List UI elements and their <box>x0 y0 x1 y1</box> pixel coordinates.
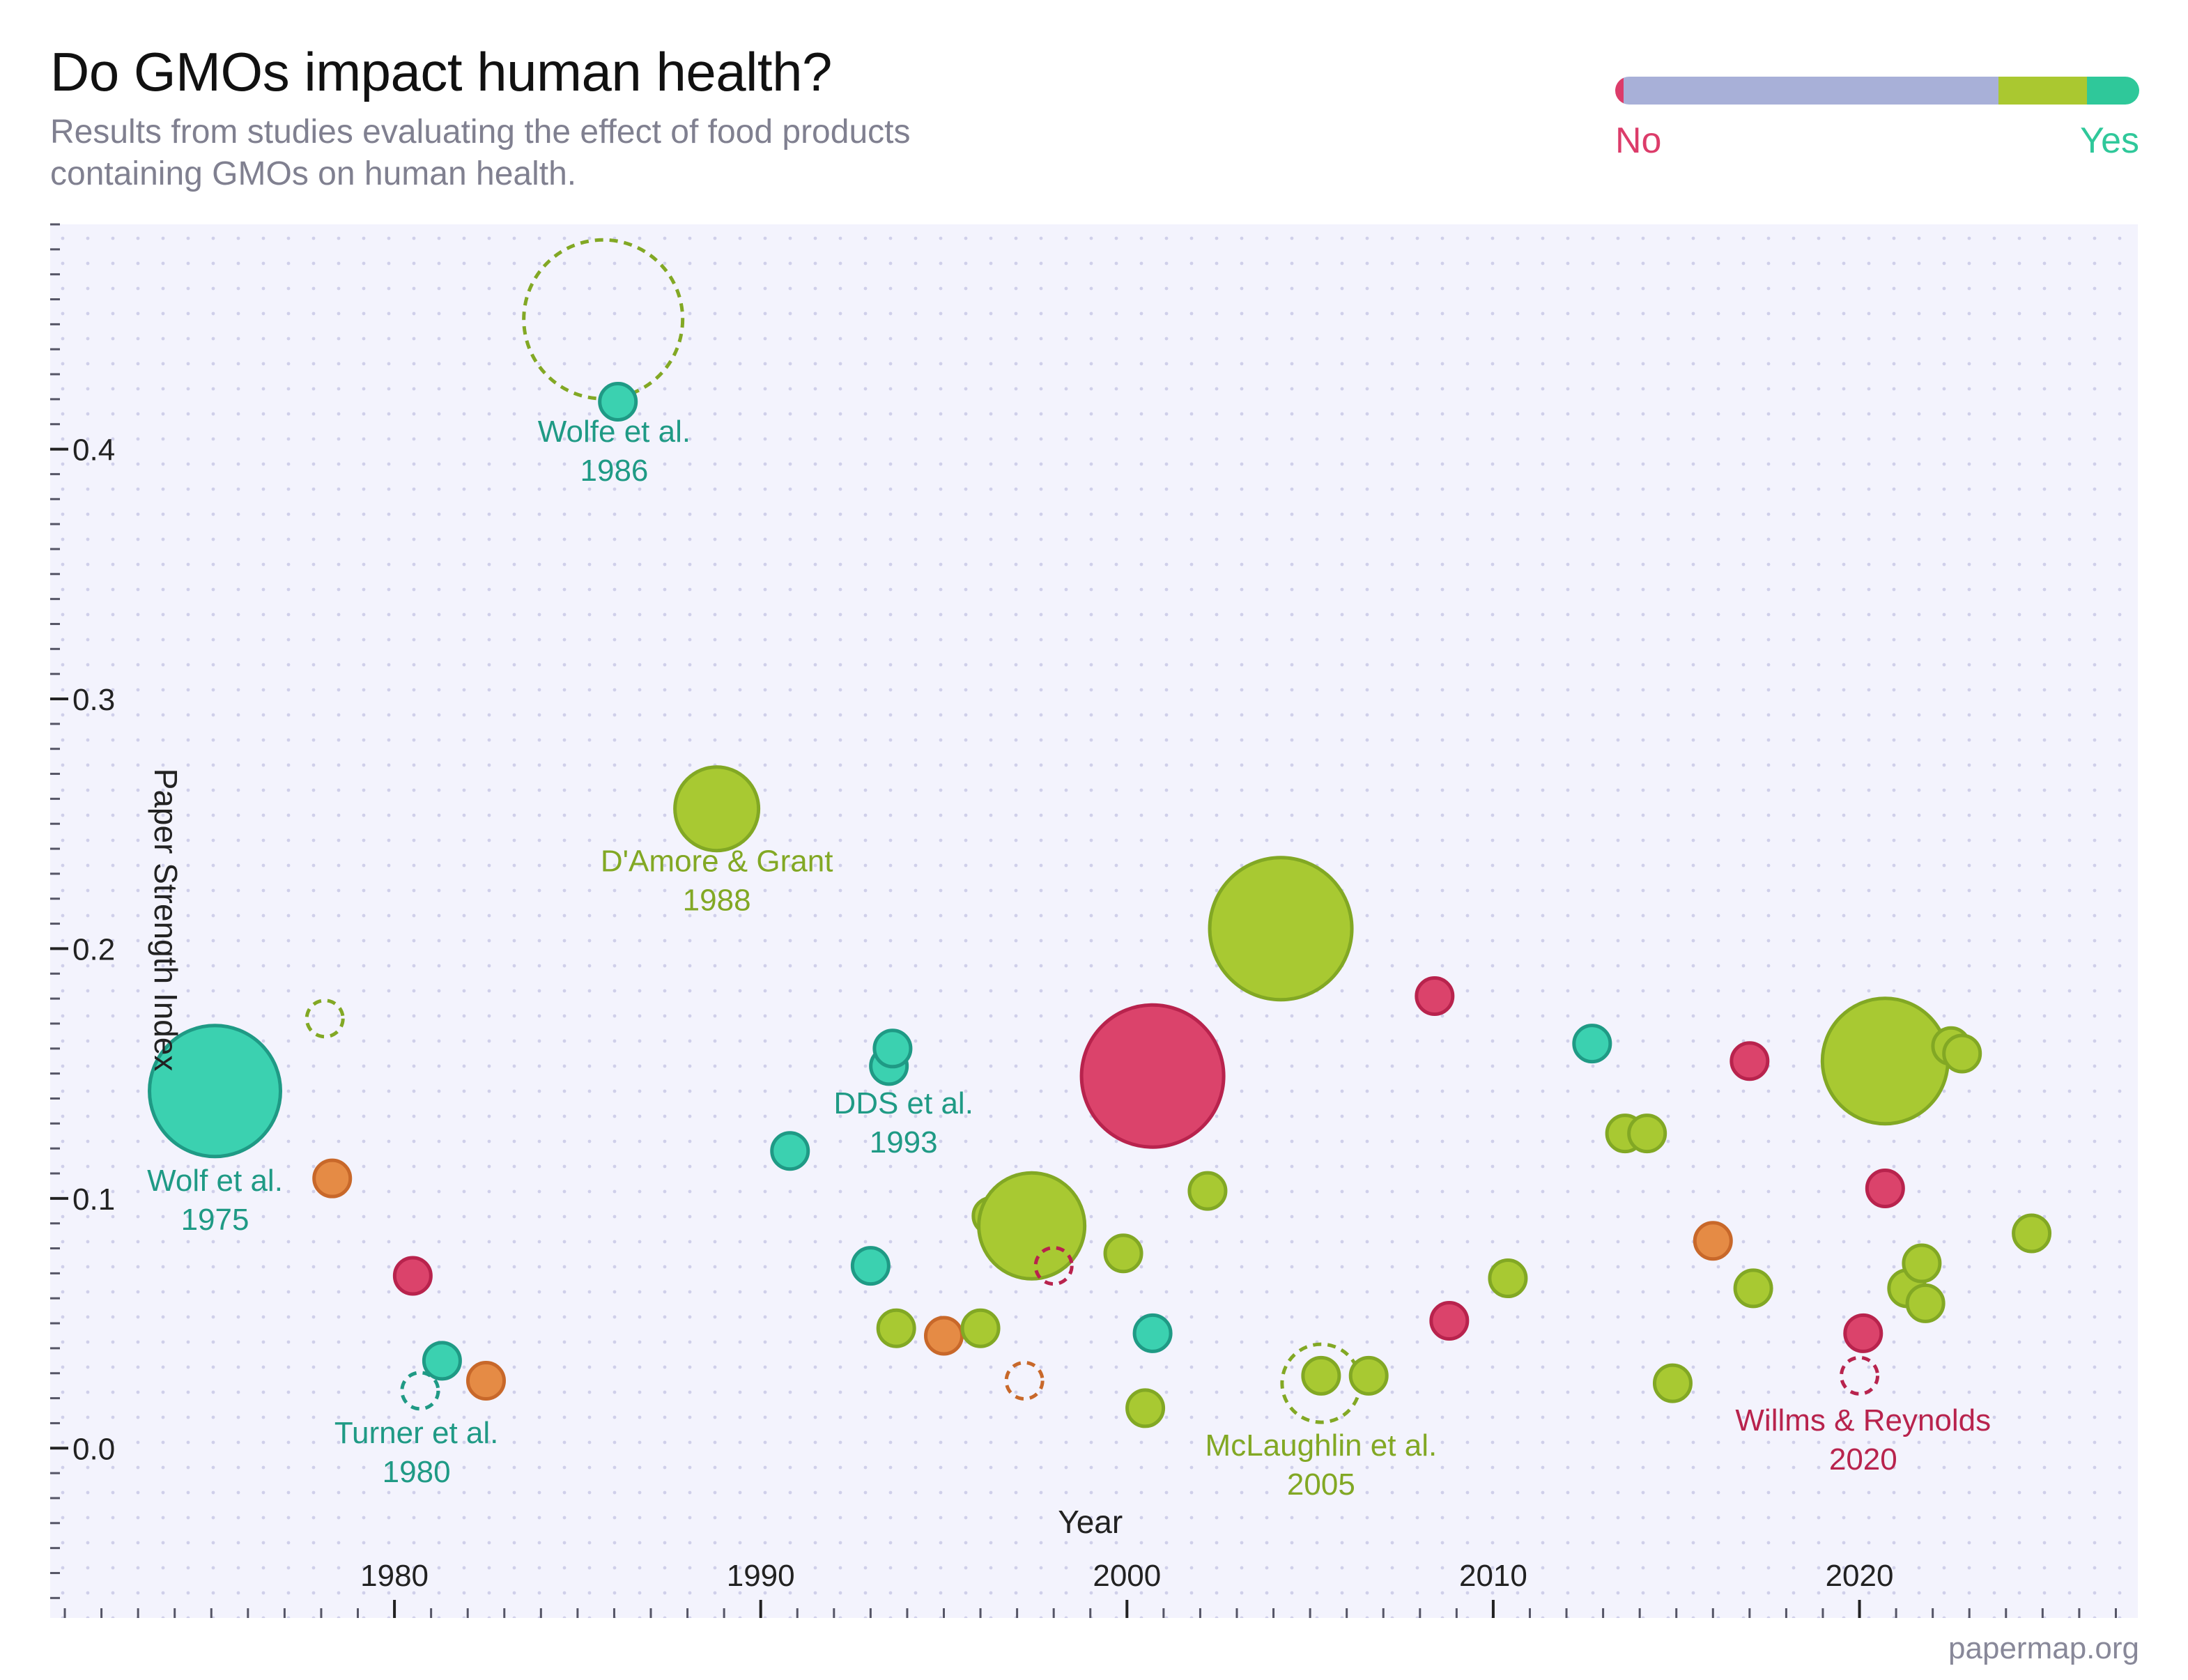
study-point-dashed <box>305 999 345 1039</box>
study-point-dashed <box>400 1371 440 1411</box>
study-point <box>960 1308 1001 1348</box>
legend-segment-0 <box>1615 77 1624 105</box>
x-tick-label: 2000 <box>1093 1559 1161 1593</box>
study-point <box>1627 1113 1667 1154</box>
study-annotations: Wolfe et al. 1986 D'Amore & Grant 1988 DDS e… <box>147 415 1991 1502</box>
study-point-dashed <box>1840 1355 1880 1396</box>
study-point <box>1865 1169 1905 1209</box>
chart-subtitle: Results from studies evaluating the effe… <box>50 114 911 192</box>
source-credit: papermap.org <box>1948 1631 2139 1665</box>
annotation-author: D'Amore & Grant <box>601 844 833 878</box>
y-tick-label: 0.1 <box>72 1182 115 1217</box>
annotation-year: 2020 <box>1829 1442 1897 1477</box>
study-point <box>1572 1024 1612 1064</box>
consensus-legend-bar <box>1615 77 2139 105</box>
study-point <box>1429 1300 1470 1341</box>
legend-segment-2 <box>1998 77 2087 105</box>
study-point <box>1132 1313 1173 1353</box>
study-point <box>1488 1258 1528 1299</box>
study-point <box>1942 1033 1982 1074</box>
study-point <box>1820 996 1950 1126</box>
annotation-year: 1993 <box>870 1125 938 1159</box>
annotation-year: 2005 <box>1287 1467 1355 1502</box>
study-point <box>876 1308 916 1348</box>
study-point <box>422 1341 462 1381</box>
study-point <box>2012 1213 2052 1254</box>
x-tick-label: 1980 <box>360 1559 429 1593</box>
x-tick-label: 2020 <box>1826 1559 1894 1593</box>
legend-yes-label: Yes <box>2080 121 2139 161</box>
x-tick-label: 2010 <box>1459 1559 1527 1593</box>
study-point <box>1187 1171 1228 1211</box>
study-point <box>1079 1003 1226 1149</box>
study-point <box>770 1131 810 1171</box>
legend-segment-3 <box>2086 77 2139 105</box>
study-point <box>923 1316 964 1356</box>
study-point <box>1415 976 1455 1017</box>
legend-no-label: No <box>1615 121 1662 161</box>
y-tick-label: 0.3 <box>72 683 115 717</box>
study-point-dashed <box>1033 1246 1074 1286</box>
y-axis: 0.0 0.1 0.2 0.3 0.4 <box>50 223 115 1599</box>
x-tick-label: 1990 <box>727 1559 795 1593</box>
chart-title: Do GMOs impact human health? <box>50 41 832 102</box>
study-point <box>1652 1363 1693 1403</box>
study-point <box>850 1246 891 1286</box>
study-point <box>673 765 761 853</box>
x-axis-label: Year <box>1058 1504 1123 1540</box>
annotation-author: Turner et al. <box>334 1416 499 1450</box>
annotation-author: McLaughlin et al. <box>1205 1428 1438 1463</box>
study-point <box>1729 1041 1770 1081</box>
data-points <box>148 238 2052 1428</box>
y-tick-label: 0.2 <box>72 932 115 966</box>
annotation-author: Willms & Reynolds <box>1735 1403 1991 1438</box>
study-point <box>1902 1243 1942 1284</box>
study-point <box>1348 1355 1389 1396</box>
study-point <box>465 1360 506 1401</box>
study-point <box>1208 856 1354 1002</box>
annotation-author: Wolf et al. <box>147 1164 283 1198</box>
study-point <box>1843 1313 1883 1353</box>
study-point <box>1301 1355 1341 1396</box>
study-point <box>1125 1388 1166 1428</box>
legend-segment-1 <box>1624 77 1999 105</box>
study-point <box>872 1028 913 1069</box>
annotation-year: 1975 <box>181 1203 249 1237</box>
study-point <box>1733 1268 1773 1309</box>
y-axis-label: Paper Strength Index <box>148 769 184 1072</box>
plot-dot-grid <box>50 224 2138 1618</box>
x-axis: 1980 1990 2000 2010 2020 <box>63 1559 2117 1618</box>
y-tick-label: 0.4 <box>72 433 115 468</box>
study-point <box>977 1171 1087 1281</box>
annotation-author: Wolfe et al. <box>538 415 691 449</box>
annotation-year: 1988 <box>683 883 751 917</box>
y-tick-label: 0.0 <box>72 1432 115 1466</box>
annotation-year: 1980 <box>383 1455 451 1489</box>
study-point-dashed <box>1004 1360 1045 1401</box>
annotation-author: DDS et al. <box>833 1086 973 1120</box>
study-point <box>1905 1283 1946 1323</box>
study-point <box>312 1158 353 1199</box>
study-point <box>1693 1221 1733 1261</box>
study-point <box>148 1024 283 1159</box>
study-point <box>392 1256 433 1296</box>
study-point <box>1103 1233 1143 1274</box>
study-point <box>598 381 638 422</box>
annotation-year: 1986 <box>580 454 649 488</box>
